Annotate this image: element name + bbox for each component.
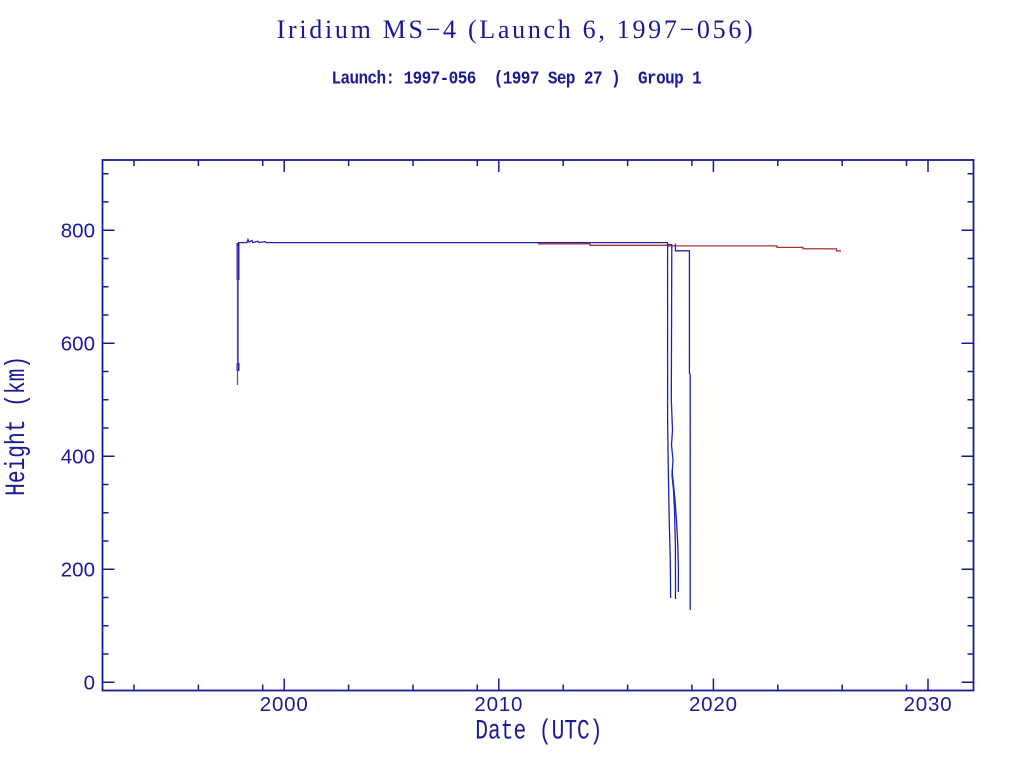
svg-text:2030: 2030 (904, 693, 953, 716)
svg-text:600: 600 (61, 333, 95, 356)
svg-text:Height (km): Height (km) (1, 356, 33, 496)
svg-text:2000: 2000 (260, 693, 309, 716)
svg-text:Launch: 1997-056 (1997 Sep 27: Launch: 1997-056 (1997 Sep 27 ) Group 1 (331, 70, 701, 90)
svg-text:Date (UTC): Date (UTC) (475, 716, 602, 748)
svg-text:Iridium MS−4 (Launch 6, 1997−0: Iridium MS−4 (Launch 6, 1997−056) (277, 15, 756, 44)
svg-text:2020: 2020 (689, 693, 738, 716)
svg-text:0: 0 (84, 672, 95, 695)
svg-text:400: 400 (61, 446, 95, 469)
svg-text:2010: 2010 (474, 693, 523, 716)
svg-text:800: 800 (61, 220, 95, 243)
svg-text:200: 200 (61, 559, 95, 582)
